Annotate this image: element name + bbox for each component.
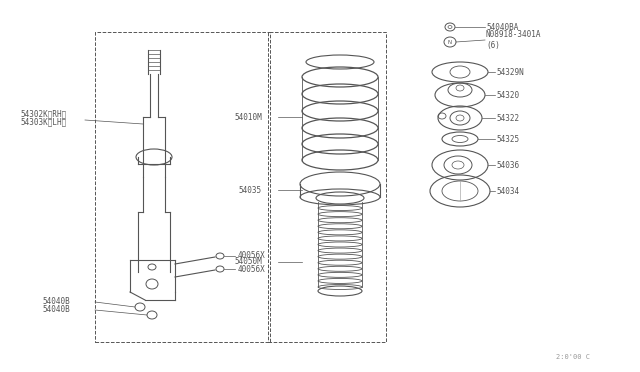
Text: 54329N: 54329N xyxy=(496,67,524,77)
Text: 54035: 54035 xyxy=(239,186,262,195)
Text: 54040BA: 54040BA xyxy=(486,22,518,32)
Text: 54325: 54325 xyxy=(496,135,519,144)
Text: 54034: 54034 xyxy=(496,186,519,196)
Text: 54040B: 54040B xyxy=(42,305,70,314)
Text: 40056X: 40056X xyxy=(238,264,266,273)
Bar xyxy=(95,32,270,342)
Text: 54302K〈RH〉: 54302K〈RH〉 xyxy=(20,109,67,119)
Text: N: N xyxy=(448,39,452,45)
Text: 54320: 54320 xyxy=(496,90,519,99)
Text: 54010M: 54010M xyxy=(234,112,262,122)
Text: 40056X: 40056X xyxy=(238,250,266,260)
Text: 54303K〈LH〉: 54303K〈LH〉 xyxy=(20,118,67,126)
Text: 54036: 54036 xyxy=(496,160,519,170)
Bar xyxy=(268,32,386,342)
Text: 54040B: 54040B xyxy=(42,296,70,305)
Text: 54322: 54322 xyxy=(496,113,519,122)
Text: 2:0'00 C: 2:0'00 C xyxy=(556,354,590,360)
Text: N08918-3401A
(6): N08918-3401A (6) xyxy=(486,30,541,50)
Text: 54050M: 54050M xyxy=(234,257,262,266)
